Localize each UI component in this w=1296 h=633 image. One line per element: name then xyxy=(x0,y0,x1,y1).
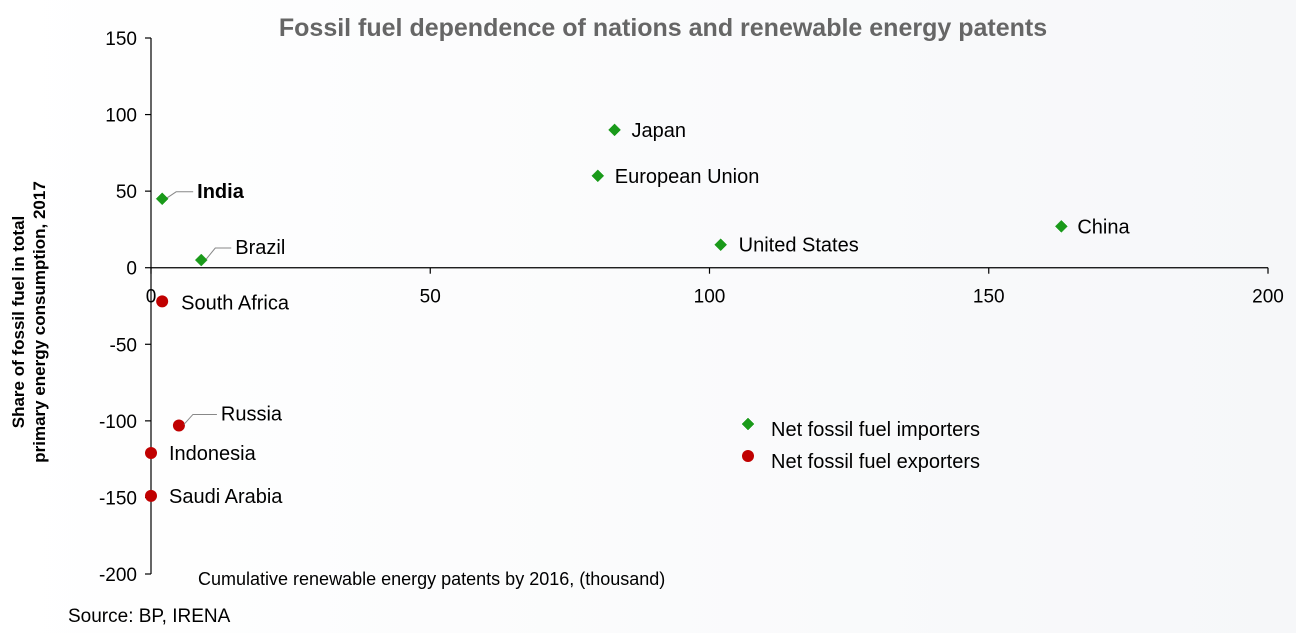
point-japan: Japan xyxy=(608,120,687,142)
point-india: India xyxy=(155,181,245,206)
point-saudi-arabia: Saudi Arabia xyxy=(145,486,283,508)
point-south-africa: South Africa xyxy=(156,292,290,314)
legend-net-fossil-fuel-importers-marker xyxy=(741,417,755,431)
indonesia-marker xyxy=(145,447,157,460)
legend-net-fossil-fuel-exporters-label: Net fossil fuel exporters xyxy=(771,451,980,473)
point-china: China xyxy=(1055,216,1130,238)
brazil-leader-line xyxy=(205,247,232,260)
point-european-union: European Union xyxy=(591,166,760,188)
y-tick-label: 50 xyxy=(116,182,137,203)
legend-item-net-fossil-fuel-exporters: Net fossil fuel exporters xyxy=(742,450,980,473)
legend: Net fossil fuel importers Net fossil fuel… xyxy=(741,417,980,473)
y-tick-label: 0 xyxy=(126,259,137,280)
saudi-arabia-marker xyxy=(145,489,157,502)
x-tick-label: 200 xyxy=(1252,287,1284,308)
point-indonesia: Indonesia xyxy=(145,443,257,465)
x-tick-label: 50 xyxy=(420,287,441,308)
saudi-arabia-label: Saudi Arabia xyxy=(169,486,283,508)
legend-net-fossil-fuel-importers-label: Net fossil fuel importers xyxy=(771,419,980,441)
x-axis-label: Cumulative renewable energy patents by 2… xyxy=(198,569,665,589)
chart-title: Fossil fuel dependence of nations and re… xyxy=(279,14,1047,42)
brazil-marker xyxy=(194,253,208,267)
brazil-label: Brazil xyxy=(235,237,285,259)
point-united-states: United States xyxy=(714,235,859,257)
y-tick-label: 150 xyxy=(105,29,137,50)
x-tick-label: 100 xyxy=(694,287,726,308)
y-axis-label-line-1: Share of fossil fuel in total xyxy=(9,216,28,429)
south-africa-label: South Africa xyxy=(181,292,290,314)
indonesia-label: Indonesia xyxy=(169,443,257,465)
japan-marker xyxy=(608,123,621,137)
japan-label: Japan xyxy=(632,120,687,142)
russia-marker xyxy=(172,419,185,432)
united-states-marker xyxy=(714,238,728,252)
x-tick-label: 150 xyxy=(973,287,1005,308)
india-leader-line xyxy=(166,191,194,199)
y-tick-label: -50 xyxy=(110,335,137,356)
india-label: India xyxy=(197,181,245,203)
data-points: India Brazil Japan European Union United Sta… xyxy=(145,120,1130,508)
russia-leader-line xyxy=(183,413,217,425)
south-africa-marker xyxy=(156,295,169,308)
y-tick-label: -150 xyxy=(99,488,137,509)
point-russia: Russia xyxy=(172,403,283,432)
european-union-marker xyxy=(591,169,605,183)
china-marker xyxy=(1055,220,1068,233)
y-tick-label: -200 xyxy=(99,565,137,586)
russia-label: Russia xyxy=(221,403,283,425)
y-tick-label: -100 xyxy=(99,412,137,433)
united-states-label: United States xyxy=(739,235,859,257)
y-axis-label: Share of fossil fuel in total primary en… xyxy=(9,181,49,463)
axes: 150 100 50 0 -50 -100 -150 -200 0 50 100 150 200 xyxy=(99,29,1284,586)
india-marker xyxy=(155,192,169,206)
source-note: Source: BP, IRENA xyxy=(68,606,231,627)
y-axis-label-line-2: primary energy consumption, 2017 xyxy=(30,181,49,463)
y-tick-label: 100 xyxy=(105,106,137,127)
legend-item-net-fossil-fuel-importers: Net fossil fuel importers xyxy=(741,417,980,441)
legend-net-fossil-fuel-exporters-marker xyxy=(742,450,754,462)
point-brazil: Brazil xyxy=(194,237,285,267)
x-tick-label: 0 xyxy=(146,287,157,308)
china-label: China xyxy=(1077,216,1130,238)
european-union-label: European Union xyxy=(615,166,760,188)
